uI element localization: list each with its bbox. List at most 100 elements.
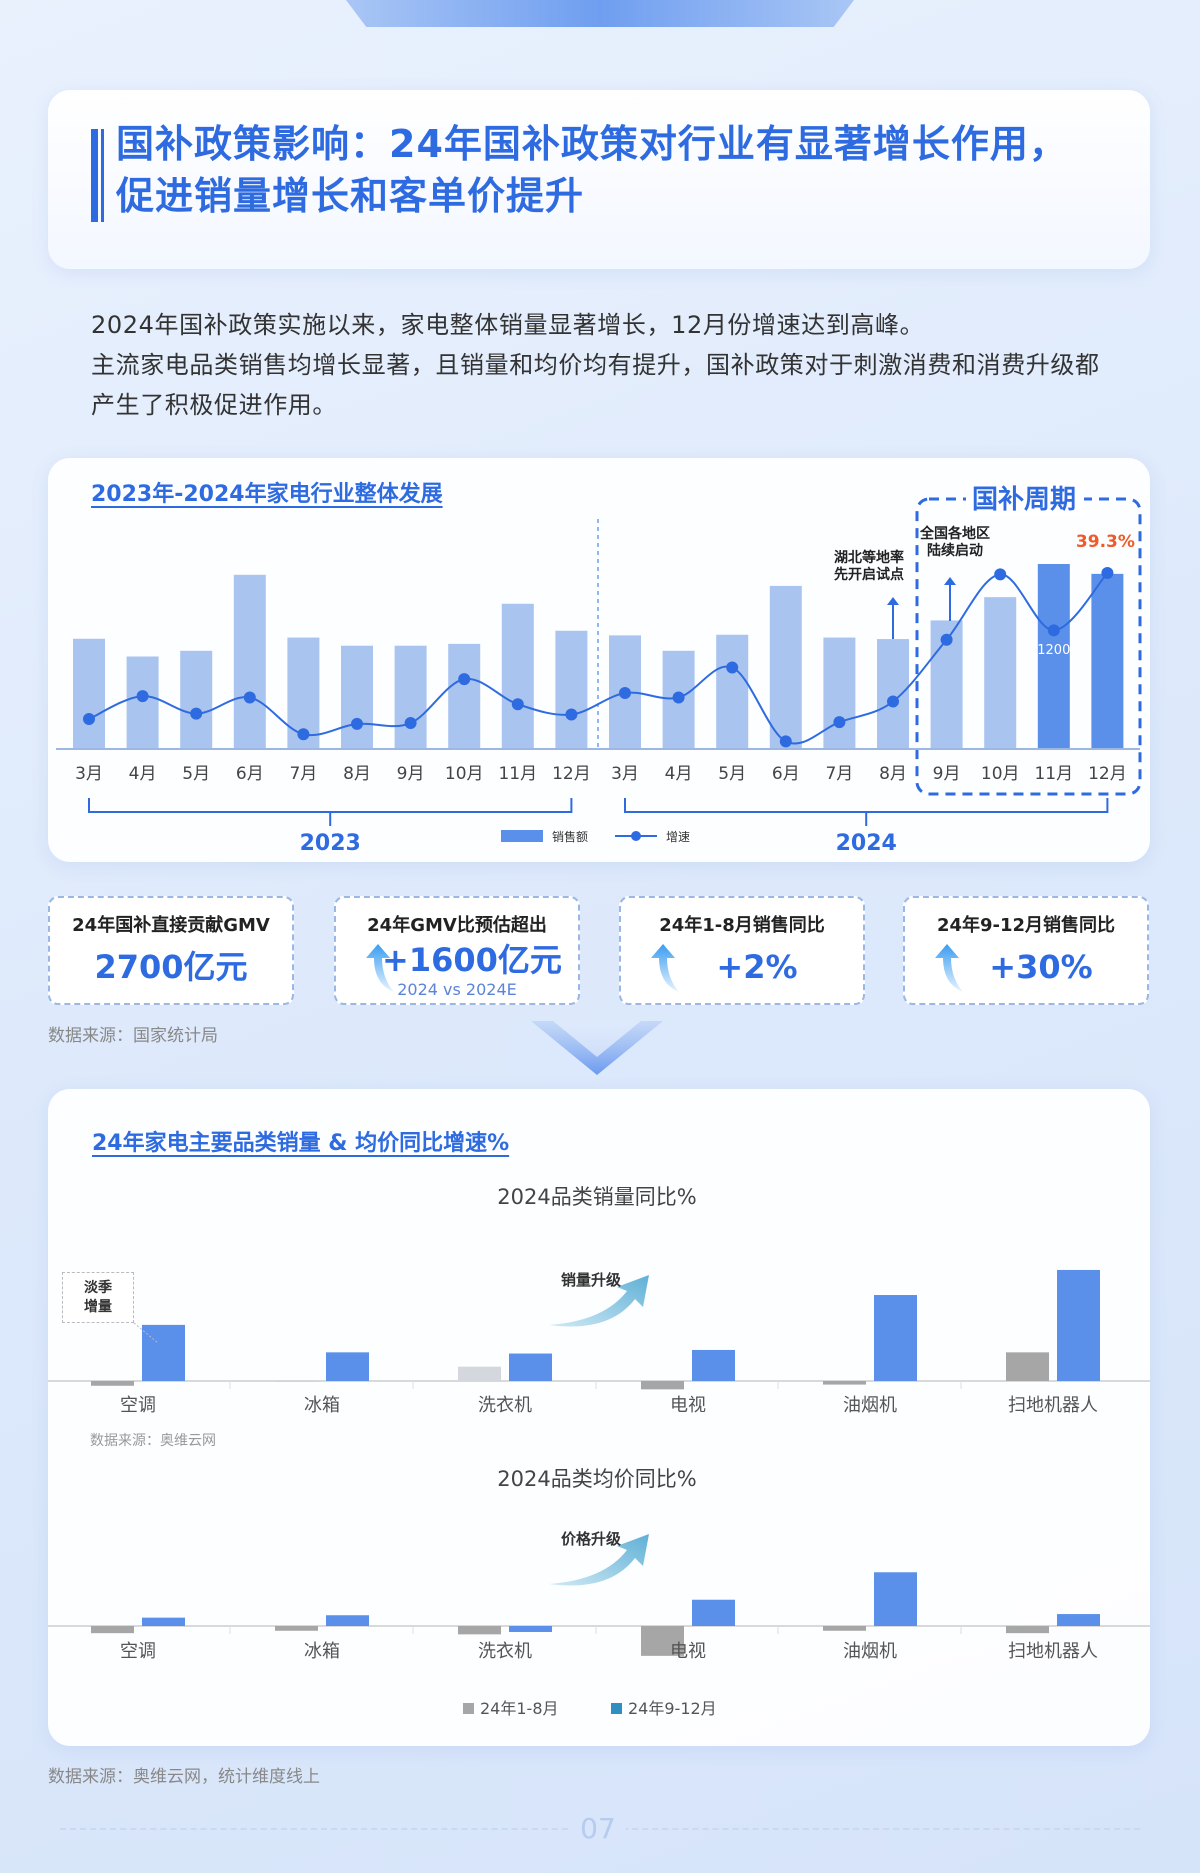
chart-subtitle: 2024品类均价同比% xyxy=(497,1467,696,1491)
bar-jan-aug xyxy=(275,1626,318,1631)
bar-sales xyxy=(716,634,749,749)
bar-sep-dec xyxy=(326,1615,369,1626)
growth-point xyxy=(83,712,95,725)
bar-sales xyxy=(180,650,213,749)
bar-sales xyxy=(984,597,1017,749)
annotation-text: 陆续启动 xyxy=(927,542,983,559)
legend-swatch xyxy=(611,1703,622,1714)
growth-point xyxy=(940,633,953,646)
title-accent-bar xyxy=(91,129,98,222)
bar-sep-dec xyxy=(692,1349,735,1381)
category-charts: 2024品类销量同比%空调 冰箱 洗衣机 电视 油烟机 扫地机器人2024品类均价同比%空… xyxy=(48,1185,1150,1718)
bar-sales xyxy=(769,585,802,749)
kpi-card: 24年1-8月销售同比 +2% xyxy=(619,896,865,1005)
bar-sep-dec xyxy=(142,1617,185,1626)
bar-sales xyxy=(501,603,534,749)
growth-point xyxy=(1101,567,1114,579)
growth-point xyxy=(565,708,578,721)
chevron-down-icon xyxy=(531,1021,663,1075)
kpi-title: 24年GMV比预估超出 xyxy=(367,915,547,936)
bar-sales xyxy=(394,645,427,749)
month-label: 11月 xyxy=(1034,764,1073,784)
category-label: 洗衣机 xyxy=(478,1641,532,1662)
bar-sep-dec xyxy=(874,1572,917,1626)
bar-jan-aug xyxy=(641,1626,684,1656)
annotation-text: 全国各地区 xyxy=(919,525,990,542)
annotation-leader xyxy=(133,1322,159,1344)
intro-line2: 主流家电品类销售均增长显著，且销量和均价均有提升，国补政策对于刺激消费和消费升级… xyxy=(91,351,1100,419)
category-label: 空调 xyxy=(120,1395,156,1416)
month-label: 6月 xyxy=(236,764,264,784)
bar-jan-aug xyxy=(458,1626,501,1635)
category-label: 洗衣机 xyxy=(478,1395,532,1416)
annotation-box: 淡季增量 xyxy=(62,1272,134,1323)
growth-point xyxy=(1047,624,1060,637)
growth-point xyxy=(833,716,846,729)
footer-source: 数据来源：奥维云网，统计维度线上 xyxy=(48,1767,320,1787)
legend-label: 销售额 xyxy=(552,829,588,844)
month-label: 3月 xyxy=(611,764,639,784)
month-label: 7月 xyxy=(825,764,853,784)
intro-text: 2024年国补政策实施以来，家电整体销量显著增长，12月份增速达到高峰。 主流家… xyxy=(91,305,1121,425)
bar-jan-aug xyxy=(823,1381,866,1385)
annotation-text: 湖北等地率 xyxy=(834,549,904,566)
month-label: 12月 xyxy=(1088,764,1127,784)
growth-point xyxy=(887,695,899,708)
title-card: 国补政策影响：24年国补政策对行业有显著增长作用， 促进销量增长和客单价提升 xyxy=(48,90,1150,269)
growth-point xyxy=(136,690,149,703)
annotation-text: 先开启试点 xyxy=(834,566,904,583)
category-label: 油烟机 xyxy=(843,1641,897,1662)
category-label: 冰箱 xyxy=(304,1641,340,1662)
arrow-up-icon xyxy=(651,944,679,992)
year-label: 2023 xyxy=(300,831,361,856)
category-label: 油烟机 xyxy=(843,1395,897,1416)
annotation-text: 价格升级 xyxy=(561,1530,622,1548)
category-chart-card: 24年家电主要品类销量 & 均价同比增速% 2024品类销量同比% 空调 冰箱 洗衣机… xyxy=(48,1089,1150,1746)
annotation-text: 销量升级 xyxy=(561,1271,622,1289)
category-label: 扫地机器人 xyxy=(1008,1395,1098,1416)
bar-jan-aug xyxy=(823,1626,866,1631)
kpi-value: +1600亿元 xyxy=(382,941,562,979)
growth-point xyxy=(243,691,256,704)
bar-sep-dec xyxy=(326,1352,369,1381)
bar-sales xyxy=(823,637,856,749)
month-label: 5月 xyxy=(182,764,210,784)
bar-jan-aug xyxy=(641,1381,684,1390)
bar-sales xyxy=(555,630,588,749)
data-label: 39.3% xyxy=(1076,532,1135,552)
arrow-head xyxy=(944,577,956,585)
month-label: 8月 xyxy=(343,764,371,784)
category-label: 空调 xyxy=(120,1641,156,1662)
month-label: 5月 xyxy=(718,764,746,784)
bar-sep-dec xyxy=(509,1353,552,1381)
month-label: 4月 xyxy=(665,764,693,784)
page-title-line1: 国补政策影响：24年国补政策对行业有显著增长作用， xyxy=(116,122,1068,166)
legend-label: 24年9-12月 xyxy=(628,1699,717,1718)
industry-chart-card: 2023年-2024年家电行业整体发展 国补周期 3月 4月 5月 6月 7月 8月 9月 10… xyxy=(48,458,1150,862)
legend-label: 增速 xyxy=(666,830,690,844)
kpi-value: 2700亿元 xyxy=(94,948,248,986)
section-title: 24年家电主要品类销量 & 均价同比增速% xyxy=(92,1131,510,1156)
growth-point xyxy=(351,717,363,730)
bar-jan-aug xyxy=(91,1381,134,1386)
bar-sales xyxy=(877,639,909,749)
bar-sales xyxy=(73,638,105,749)
growth-point xyxy=(994,568,1007,581)
month-label: 6月 xyxy=(772,764,800,784)
month-label: 10月 xyxy=(981,764,1020,784)
growth-point xyxy=(619,687,631,700)
month-label: 9月 xyxy=(933,764,961,784)
bar-jan-aug xyxy=(1006,1626,1049,1634)
month-label: 9月 xyxy=(397,764,425,784)
legend-marker xyxy=(631,831,641,841)
month-label: 3月 xyxy=(75,764,103,784)
month-label: 8月 xyxy=(879,764,907,784)
month-label: 12月 xyxy=(552,764,591,784)
bar-sales xyxy=(341,645,373,749)
annotation-box-text: 淡季增量 xyxy=(84,1279,112,1315)
highlight-title-bg xyxy=(966,480,1084,516)
kpi-card: 24年国补直接贡献GMV 2700亿元 xyxy=(48,896,294,1005)
chart-subtitle: 2024品类销量同比% xyxy=(497,1185,696,1209)
bar-sales xyxy=(126,656,159,749)
category-label: 扫地机器人 xyxy=(1008,1641,1098,1662)
